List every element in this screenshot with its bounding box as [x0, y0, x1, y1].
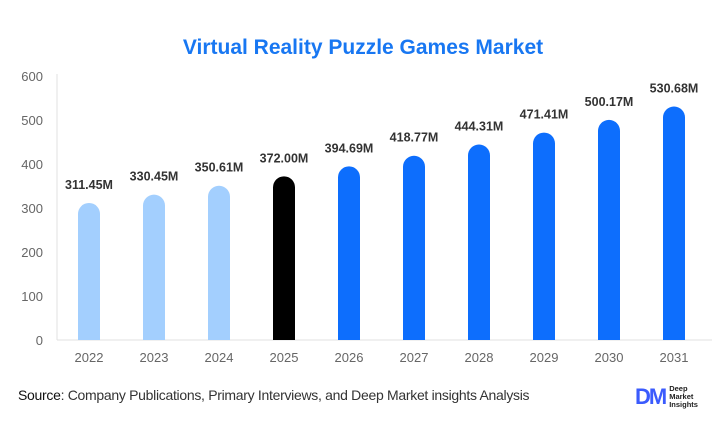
- bar-2025: [273, 176, 295, 340]
- bar-2023: [143, 194, 165, 340]
- x-tick-label: 2026: [335, 350, 364, 365]
- brand-logo: DM Deep Market Insights: [635, 384, 698, 410]
- data-label-2030: 500.17M: [585, 95, 634, 109]
- bar-2028: [468, 144, 490, 340]
- bar-2022: [78, 202, 100, 340]
- x-tick-label: 2023: [140, 350, 169, 365]
- x-tick-label: 2028: [465, 350, 494, 365]
- y-tick-label: 500: [21, 113, 43, 128]
- logo-text: Deep Market Insights: [669, 384, 698, 409]
- data-label-2029: 471.41M: [520, 108, 569, 122]
- bar-2024: [208, 185, 230, 340]
- source-note: Source: Company Publications, Primary In…: [18, 387, 530, 403]
- x-tick-label: 2024: [205, 350, 234, 365]
- data-label-2023: 330.45M: [130, 170, 179, 184]
- x-tick-label: 2027: [400, 350, 429, 365]
- data-label-2027: 418.77M: [390, 131, 439, 145]
- x-tick-label: 2029: [530, 350, 559, 365]
- logo-mark: DM: [635, 384, 667, 409]
- y-tick-label: 300: [21, 201, 43, 216]
- y-tick-label: 200: [21, 245, 43, 260]
- x-tick-label: 2022: [75, 350, 104, 365]
- y-tick-label: 100: [21, 289, 43, 304]
- chart-title: Virtual Reality Puzzle Games Market: [182, 36, 544, 59]
- data-label-2022: 311.45M: [65, 178, 113, 192]
- x-tick-label: 2025: [270, 350, 299, 365]
- y-tick-label: 0: [36, 333, 43, 348]
- bar-2031: [663, 106, 685, 340]
- y-tick-label: 600: [21, 69, 43, 84]
- bar-2026: [338, 166, 360, 340]
- bar-2027: [403, 155, 425, 340]
- x-tick-label: 2031: [660, 350, 689, 365]
- source-label: Source: [18, 387, 61, 403]
- bar-chart: 0 100 200 300 400 500 600 311.45M 2022 330.45M 202…: [21, 69, 712, 365]
- data-label-2026: 394.69M: [325, 141, 374, 155]
- data-label-2028: 444.31M: [455, 120, 504, 134]
- source-text: : Company Publications, Primary Intervie…: [60, 387, 530, 403]
- data-label-2024: 350.61M: [195, 161, 244, 175]
- data-label-2031: 530.68M: [650, 82, 699, 96]
- y-tick-label: 400: [21, 157, 43, 172]
- bar-2030: [598, 119, 621, 340]
- data-label-2025: 372.00M: [260, 151, 309, 165]
- x-tick-label: 2030: [595, 350, 624, 365]
- bar-2029: [533, 132, 555, 340]
